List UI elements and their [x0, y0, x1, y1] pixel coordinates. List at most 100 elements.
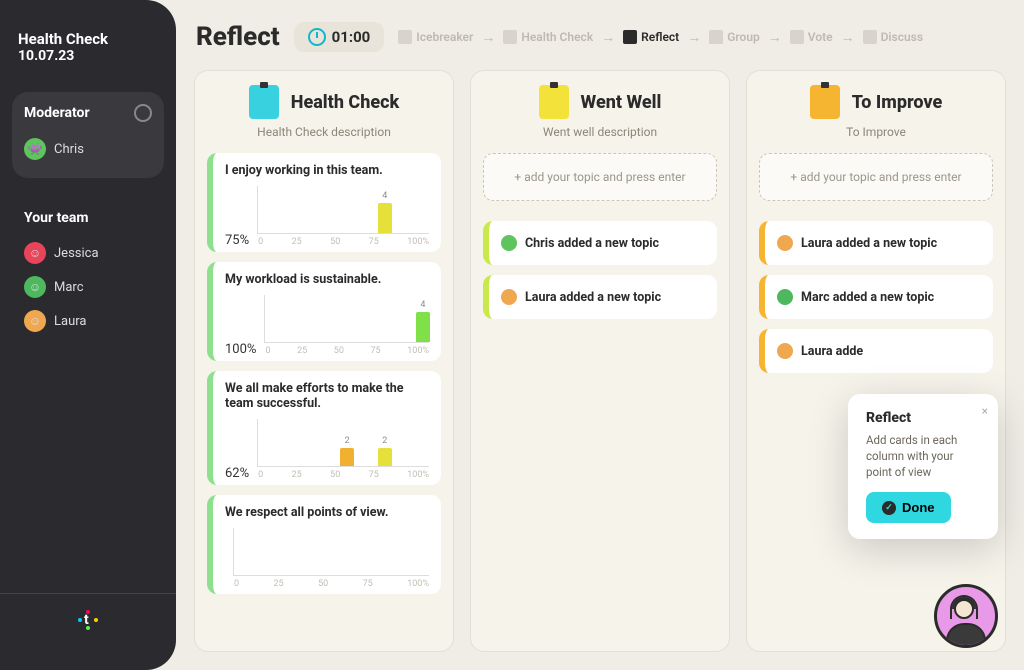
card-text: Laura added a new topic: [801, 236, 937, 251]
crumb-discuss[interactable]: Discuss: [863, 30, 923, 44]
avatar: 👾: [24, 138, 46, 160]
health-check-card[interactable]: We all make efforts to make the team suc…: [207, 371, 441, 485]
topbar: Reflect 01:00 Icebreaker → Health Check → Re…: [176, 0, 1024, 66]
bar-chart: 40255075100%: [257, 186, 429, 234]
arrow-icon: →: [841, 29, 855, 46]
step-icon: [398, 30, 412, 44]
card-text: Laura adde: [801, 344, 863, 359]
help-avatar[interactable]: [934, 584, 998, 648]
moderator-section: Moderator 👾 Chris: [12, 92, 164, 178]
crumb-reflect[interactable]: Reflect: [623, 30, 679, 44]
card-text: Marc added a new topic: [801, 290, 934, 305]
sync-icon[interactable]: [134, 104, 152, 122]
topic-card[interactable]: Laura added a new topic: [759, 221, 993, 265]
chart-bar: 4: [378, 203, 392, 233]
sidebar-header: Health Check 10.07.23: [0, 20, 176, 82]
done-button[interactable]: ✓ Done: [866, 492, 951, 523]
bar-chart: 0255075100%: [233, 528, 429, 576]
crumb-vote[interactable]: Vote: [790, 30, 833, 44]
arrow-icon: →: [768, 29, 782, 46]
main-area: Reflect 01:00 Icebreaker → Health Check → Re…: [176, 0, 1024, 670]
health-check-card[interactable]: My workload is sustainable. 100% 4 025507…: [207, 262, 441, 361]
timer-value: 01:00: [332, 28, 371, 46]
hint-text: Add cards in each column with your point…: [866, 432, 980, 480]
add-topic-input[interactable]: + add your topic and press enter: [483, 153, 717, 201]
avatar: [777, 235, 793, 251]
step-icon: [623, 30, 637, 44]
team-user[interactable]: ☺ Jessica: [24, 236, 152, 270]
column-description: Health Check description: [207, 125, 441, 139]
column-header: To Improve To Improve: [759, 85, 993, 139]
bar-chart: 220255075100%: [257, 419, 429, 467]
avatar: ☺: [24, 310, 46, 332]
team-heading: Your team: [24, 210, 152, 226]
step-icon: [503, 30, 517, 44]
column-description: To Improve: [759, 125, 993, 139]
x-axis: 0255075100%: [258, 237, 429, 247]
add-topic-input[interactable]: + add your topic and press enter: [759, 153, 993, 201]
step-icon: [863, 30, 877, 44]
hint-popup: × Reflect Add cards in each column with …: [848, 394, 998, 539]
user-name: Marc: [54, 280, 84, 295]
avatar: [777, 343, 793, 359]
column-header: Went Well Went well description: [483, 85, 717, 139]
column-health-check: Health Check Health Check description I …: [194, 70, 454, 652]
team-user[interactable]: ☺ Marc: [24, 270, 152, 304]
crumb-group[interactable]: Group: [709, 30, 760, 44]
session-date: 10.07.23: [18, 48, 158, 64]
column-title: To Improve: [852, 92, 943, 113]
column-to-improve: To Improve To Improve + add your topic a…: [746, 70, 1006, 652]
session-title: Health Check: [18, 30, 158, 48]
board: Health Check Health Check description I …: [176, 66, 1024, 670]
column-icon: [810, 85, 840, 119]
chart-bar: 2: [378, 448, 392, 466]
user-name: Jessica: [54, 246, 99, 261]
health-check-card[interactable]: I enjoy working in this team. 75% 402550…: [207, 153, 441, 252]
column-title: Health Check: [291, 92, 399, 113]
health-check-card[interactable]: We respect all points of view. 025507510…: [207, 495, 441, 594]
card-text: Chris added a new topic: [525, 236, 659, 251]
moderator-heading: Moderator: [24, 104, 152, 122]
column-went-well: Went Well Went well description + add yo…: [470, 70, 730, 652]
arrow-icon: →: [481, 29, 495, 46]
card-title: We respect all points of view.: [225, 505, 429, 520]
arrow-icon: →: [687, 29, 701, 46]
sidebar: Health Check 10.07.23 Moderator 👾 Chris …: [0, 0, 176, 670]
card-title: We all make efforts to make the team suc…: [225, 381, 429, 411]
topic-card[interactable]: Marc added a new topic: [759, 275, 993, 319]
column-title: Went Well: [581, 92, 662, 113]
avatar: ☺: [24, 276, 46, 298]
hint-title: Reflect: [866, 410, 980, 426]
step-icon: [709, 30, 723, 44]
sidebar-footer: t: [0, 593, 176, 650]
close-icon[interactable]: ×: [982, 404, 988, 418]
moderator-user[interactable]: 👾 Chris: [24, 132, 152, 166]
crumb-health-check[interactable]: Health Check: [503, 30, 593, 44]
crumb-icebreaker[interactable]: Icebreaker: [398, 30, 473, 44]
logo-icon[interactable]: t: [76, 608, 100, 632]
check-icon: ✓: [882, 501, 896, 515]
page-title: Reflect: [196, 22, 280, 52]
card-title: My workload is sustainable.: [225, 272, 429, 287]
moderator-name: Chris: [54, 142, 84, 157]
card-text: Laura added a new topic: [525, 290, 661, 305]
clock-icon: [308, 28, 326, 46]
timer[interactable]: 01:00: [294, 22, 385, 52]
column-icon: [539, 85, 569, 119]
team-user[interactable]: ☺Laura: [24, 304, 152, 338]
avatar: [501, 289, 517, 305]
topic-card[interactable]: Laura adde: [759, 329, 993, 373]
avatar: ☺: [24, 242, 46, 264]
percent-value: 100%: [225, 342, 256, 357]
topic-card[interactable]: Chris added a new topic: [483, 221, 717, 265]
step-icon: [790, 30, 804, 44]
chart-bar: 2: [340, 448, 354, 466]
person-icon: [941, 595, 991, 645]
topic-card[interactable]: Laura added a new topic: [483, 275, 717, 319]
x-axis: 0255075100%: [234, 579, 429, 589]
chart-bar: 4: [416, 312, 430, 342]
percent-value: 75%: [225, 233, 249, 248]
team-section: Your team ☺ Jessica ☺ Marc ☺Laura: [12, 198, 164, 350]
column-header: Health Check Health Check description: [207, 85, 441, 139]
x-axis: 0255075100%: [265, 346, 429, 356]
